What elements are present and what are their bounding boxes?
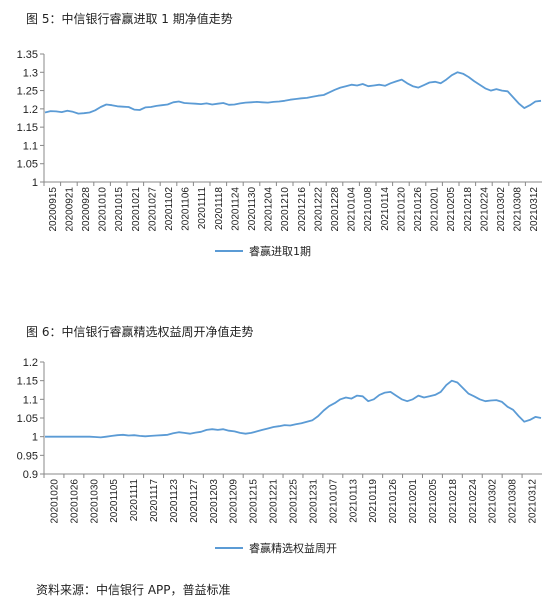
chart-1-x-tick-label: 20201027 <box>147 187 158 232</box>
chart-2-x-tick-label: 20210126 <box>388 479 399 524</box>
chart-2-x-tick-label: 20210107 <box>328 479 339 524</box>
chart-1-y-tick-label: 1.35 <box>17 49 38 61</box>
chart-1-x-tick-label: 20201204 <box>264 187 275 232</box>
chart-2-x-tick-label: 20201123 <box>169 479 180 523</box>
chart-1-x-tick-label: 20210120 <box>396 187 407 232</box>
chart-1-x-tick-label: 20210302 <box>496 187 507 232</box>
chart-1-x-tick-label: 20210205 <box>446 187 457 232</box>
chart-1-x-tick-label: 20210312 <box>529 187 540 232</box>
chart-1-x-tick-label: 20210218 <box>463 187 474 232</box>
chart-1-title: 图 5：中信银行睿赢进取 1 期净值走势 <box>26 12 233 26</box>
chart-1-y-tick-label: 1.25 <box>17 86 38 98</box>
chart-1-x-tick-label: 20201118 <box>214 187 225 230</box>
chart-1-x-tick-label: 20210308 <box>513 187 524 232</box>
chart-1-x-tick-label: 20210201 <box>430 187 441 232</box>
chart-1-x-tick-label: 20201210 <box>280 187 291 232</box>
chart-2-x-tick-label: 20201030 <box>89 479 100 524</box>
chart-1-x-tick-label: 20201102 <box>164 187 175 231</box>
chart-1-x-tick-label: 20201228 <box>330 187 341 232</box>
chart-2-x-tick-label: 20201026 <box>69 479 80 524</box>
chart-2-x-tick-label: 20210224 <box>468 479 479 524</box>
chart-1-x-tick-label: 20200915 <box>48 187 59 232</box>
chart-2-x-tick-label: 20210302 <box>488 479 499 524</box>
chart-2-y-tick-label: 1.1 <box>23 394 38 406</box>
chart-2-x-tick-label: 20210218 <box>448 479 459 524</box>
chart-1-x-tick-label: 20201010 <box>98 187 109 232</box>
chart-1-x-tick-label: 20210114 <box>380 187 391 231</box>
chart-2-x-tick-label: 20201215 <box>249 479 260 524</box>
chart-1-x-tick-label: 20200921 <box>64 187 75 232</box>
chart-1-x-tick-label: 20201222 <box>313 187 324 232</box>
chart-2: 1.2 1.15 1.1 1.05 1 0.95 0.9 20201020 20201026 20… <box>17 357 542 555</box>
chart-1: 1.35 1.3 1.25 1.2 1.15 1.1 1.05 1 20200915 202009… <box>17 49 542 258</box>
chart-1-x-tick-label: 20201111 <box>197 187 208 230</box>
chart-1-y-tick-label: 1.1 <box>23 140 38 152</box>
chart-2-x-tick-label: 20201117 <box>149 479 160 522</box>
chart-2-title: 图 6：中信银行睿赢精选权益周开净值走势 <box>26 325 254 339</box>
chart-1-x-tick-label: 20201216 <box>297 187 308 232</box>
chart-2-series-line <box>45 379 542 439</box>
chart-2-x-tick-label: 20210119 <box>368 479 379 523</box>
chart-1-x-tick-label: 20210126 <box>413 187 424 232</box>
chart-2-x-tick-label: 20201111 <box>129 479 140 522</box>
chart-2-x-tick-label: 20201221 <box>269 479 280 524</box>
chart-1-legend-label: 睿赢进取1期 <box>249 244 311 258</box>
chart-1-y-tick-label: 1 <box>32 177 38 189</box>
chart-1-x-tick-label: 20201124 <box>230 187 241 231</box>
chart-2-x-tick-label: 20210113 <box>348 479 359 523</box>
chart-2-x-tick-label: 20201203 <box>209 479 220 524</box>
chart-2-y-tick-label: 1.15 <box>17 376 38 388</box>
chart-1-x-tick-label: 20210104 <box>347 187 358 232</box>
chart-1-x-tick-label: 20200928 <box>81 187 92 232</box>
chart-1-series-line <box>44 71 542 115</box>
chart-2-y-tick-label: 1.2 <box>23 357 38 369</box>
chart-1-x-tick-label: 20201021 <box>131 187 142 232</box>
chart-2-y-tick-label: 1 <box>32 432 38 444</box>
chart-2-y-tick-label: 0.9 <box>23 469 38 481</box>
chart-2-x-tick-label: 20210308 <box>508 479 519 524</box>
chart-2-x-tick-label: 20210205 <box>428 479 439 524</box>
source-note: 资料来源：中信银行 APP，普益标准 <box>36 583 231 597</box>
chart-1-x-tick-label: 20210224 <box>479 187 490 232</box>
chart-1-x-tick-label: 20201106 <box>181 187 192 231</box>
chart-1-y-tick-label: 1.15 <box>17 122 38 134</box>
chart-2-legend-label: 睿赢精选权益周开 <box>249 541 337 555</box>
chart-1-y-tick-label: 1.2 <box>23 104 38 116</box>
chart-1-x-tick-label: 20201130 <box>247 187 258 231</box>
chart-1-y-tick-label: 1.3 <box>23 67 38 79</box>
chart-2-y-tick-label: 0.95 <box>17 450 38 462</box>
chart-2-x-tick-label: 20201225 <box>289 479 300 524</box>
chart-1-x-tick-label: 20201015 <box>114 187 125 232</box>
chart-2-x-tick-label: 20210201 <box>408 479 419 524</box>
chart-2-x-tick-label: 20201127 <box>189 479 200 523</box>
chart-1-x-tick-label: 20210108 <box>363 187 374 232</box>
chart-2-x-tick-label: 20210312 <box>528 479 539 524</box>
chart-2-x-tick-label: 20201020 <box>49 479 60 524</box>
chart-1-y-tick-label: 1.05 <box>17 159 38 171</box>
chart-2-x-tick-label: 20201231 <box>308 479 319 524</box>
chart-2-y-tick-label: 1.05 <box>17 413 38 425</box>
chart-2-x-tick-label: 20201105 <box>109 479 120 523</box>
chart-2-x-tick-label: 20201209 <box>229 479 240 524</box>
